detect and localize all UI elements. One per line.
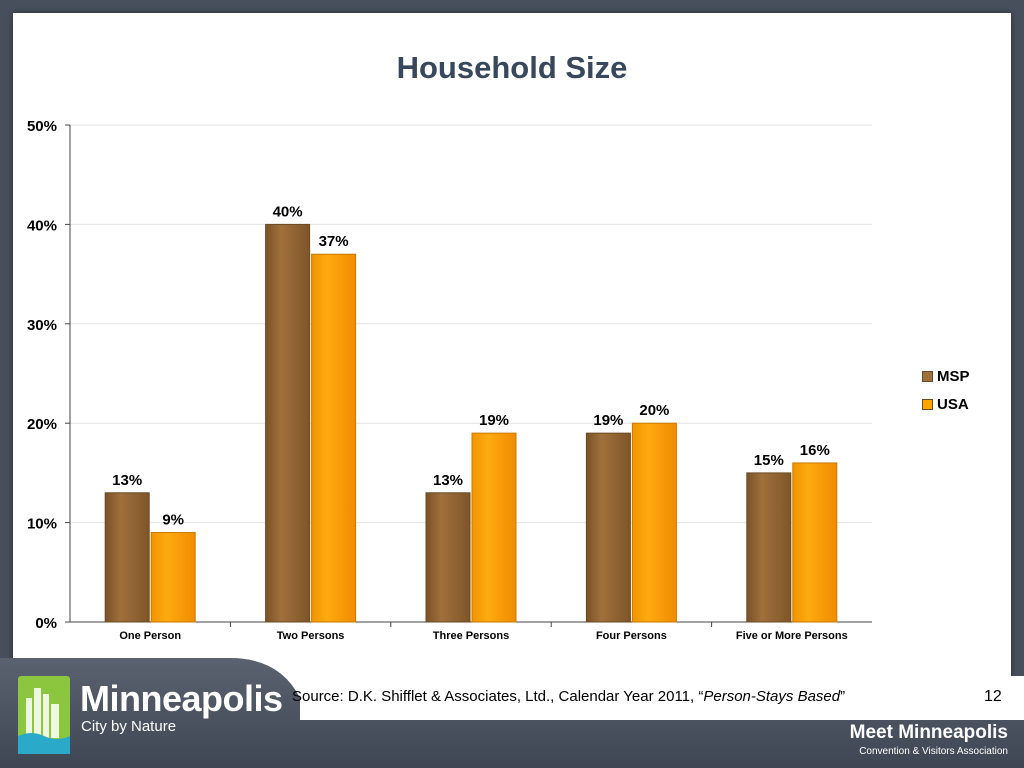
legend-swatch-msp — [922, 370, 933, 382]
x-tick-label: Two Persons — [277, 630, 345, 642]
source-suffix: ” — [840, 688, 846, 705]
x-tick-label: Five or More Persons — [736, 630, 848, 642]
footer-band — [0, 658, 1024, 768]
x-tick-label: Four Persons — [596, 630, 667, 642]
axes: 0% 10% 20% 30% 40% 50% One Person Two Persons Th… — [27, 118, 872, 642]
bar-msp — [425, 492, 471, 623]
city-logo-icon — [18, 676, 70, 754]
y-tick-label: 20% — [27, 416, 57, 433]
slide-background — [13, 13, 1011, 755]
legend-label-msp: MSP — [937, 367, 970, 385]
legend-swatch-usa — [922, 398, 933, 410]
bar-usa — [792, 462, 838, 623]
bar-usa — [631, 422, 677, 623]
brand-tagline: City by Nature — [81, 718, 177, 735]
data-label-msp: 19% — [593, 412, 623, 429]
data-labels: 13% 9% 40% 37% 13% 19% 19% 20% 15% 16% — [112, 203, 830, 528]
brand-title: Minneapolis — [80, 678, 283, 719]
data-label-usa: 19% — [479, 412, 509, 429]
x-tick-label: One Person — [119, 630, 181, 642]
data-label-msp: 15% — [754, 452, 784, 469]
data-label-msp: 13% — [433, 472, 463, 489]
meet-minneapolis-logo: Meet Minneapolis — [849, 722, 1008, 743]
legend: MSP USA — [922, 362, 970, 418]
bar-msp — [265, 223, 311, 623]
y-tick-label: 40% — [27, 217, 57, 234]
y-tick-label: 0% — [35, 615, 57, 632]
bar-usa — [311, 253, 357, 623]
bar-usa — [150, 532, 196, 623]
y-tick-label: 50% — [27, 118, 57, 135]
data-label-usa: 16% — [800, 442, 830, 459]
bars — [104, 223, 838, 623]
bar-usa — [471, 432, 517, 623]
bar-msp — [746, 472, 792, 623]
data-label-msp: 40% — [273, 203, 303, 220]
gridlines — [70, 124, 872, 524]
bar-msp — [104, 492, 150, 623]
data-label-msp: 13% — [112, 472, 142, 489]
source-note: Source: D.K. Shifflet & Associates, Ltd.… — [292, 688, 845, 705]
legend-item-msp: MSP — [922, 362, 970, 390]
data-label-usa: 20% — [639, 402, 669, 419]
data-label-usa: 37% — [319, 233, 349, 250]
data-label-usa: 9% — [162, 512, 184, 529]
legend-label-usa: USA — [937, 395, 969, 413]
legend-item-usa: USA — [922, 390, 970, 418]
y-tick-label: 10% — [27, 516, 57, 533]
source-emphasis: Person-Stays Based — [703, 688, 841, 705]
bar-msp — [585, 432, 631, 623]
meet-minneapolis-subtitle: Convention & Visitors Association — [859, 746, 1008, 757]
source-prefix: Source: D.K. Shifflet & Associates, Ltd.… — [292, 688, 704, 705]
x-tick-label: Three Persons — [433, 630, 509, 642]
y-tick-label: 30% — [27, 317, 57, 334]
page-number: 12 — [984, 688, 1002, 705]
chart-title: Household Size — [396, 50, 628, 85]
